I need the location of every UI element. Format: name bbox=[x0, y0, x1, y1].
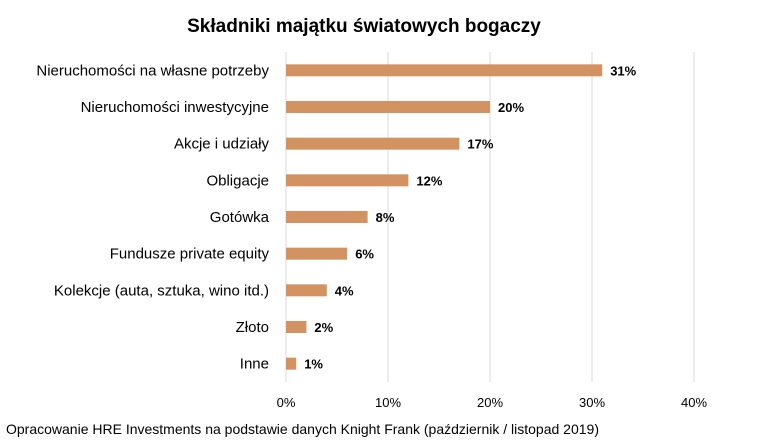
bars bbox=[286, 64, 603, 370]
bar bbox=[286, 137, 460, 150]
data-label: 17% bbox=[467, 137, 493, 152]
category-label: Kolekcje (auta, sztuka, wino itd.) bbox=[54, 282, 269, 299]
category-label: Inne bbox=[240, 356, 269, 373]
category-label: Obligacje bbox=[206, 172, 269, 189]
bar bbox=[286, 101, 490, 113]
bar bbox=[286, 174, 409, 187]
category-label: Fundusze private equity bbox=[110, 246, 270, 263]
data-label: 1% bbox=[304, 357, 323, 372]
category-label: Złoto bbox=[236, 319, 269, 336]
data-label: 2% bbox=[314, 320, 333, 335]
value-labels: 31% 20% 17% 12% 8% 6% 4% 2% 1% bbox=[304, 63, 636, 371]
data-label: 4% bbox=[335, 283, 354, 298]
bar bbox=[286, 357, 297, 370]
bar bbox=[286, 211, 368, 223]
x-tick-label: 10% bbox=[375, 395, 401, 410]
data-label: 8% bbox=[376, 210, 395, 225]
x-tick-label: 20% bbox=[477, 395, 503, 410]
bar bbox=[286, 321, 307, 333]
x-tick-label: 0% bbox=[277, 395, 296, 410]
x-tick-label: 40% bbox=[681, 395, 707, 410]
x-tick-label: 30% bbox=[579, 395, 605, 410]
category-label: Gotówka bbox=[210, 209, 270, 226]
bar bbox=[286, 247, 348, 260]
category-label: Akcje i udziały bbox=[174, 136, 270, 153]
data-label: 6% bbox=[355, 247, 374, 262]
data-label: 31% bbox=[610, 63, 636, 78]
bar bbox=[286, 64, 603, 77]
source-note: Opracowanie HRE Investments na podstawie… bbox=[6, 421, 599, 437]
data-label: 20% bbox=[498, 100, 524, 115]
bar bbox=[286, 284, 327, 297]
category-label: Nieruchomości inwestycyjne bbox=[81, 99, 269, 116]
data-label: 12% bbox=[416, 173, 442, 188]
chart-title: Składniki majątku światowych bogaczy bbox=[187, 16, 541, 37]
category-label: Nieruchomości na własne potrzeby bbox=[36, 62, 269, 79]
x-axis-ticks: 0% 10% 20% 30% 40% bbox=[277, 395, 708, 410]
category-labels: Nieruchomości na własne potrzeby Nierucho… bbox=[36, 62, 269, 372]
